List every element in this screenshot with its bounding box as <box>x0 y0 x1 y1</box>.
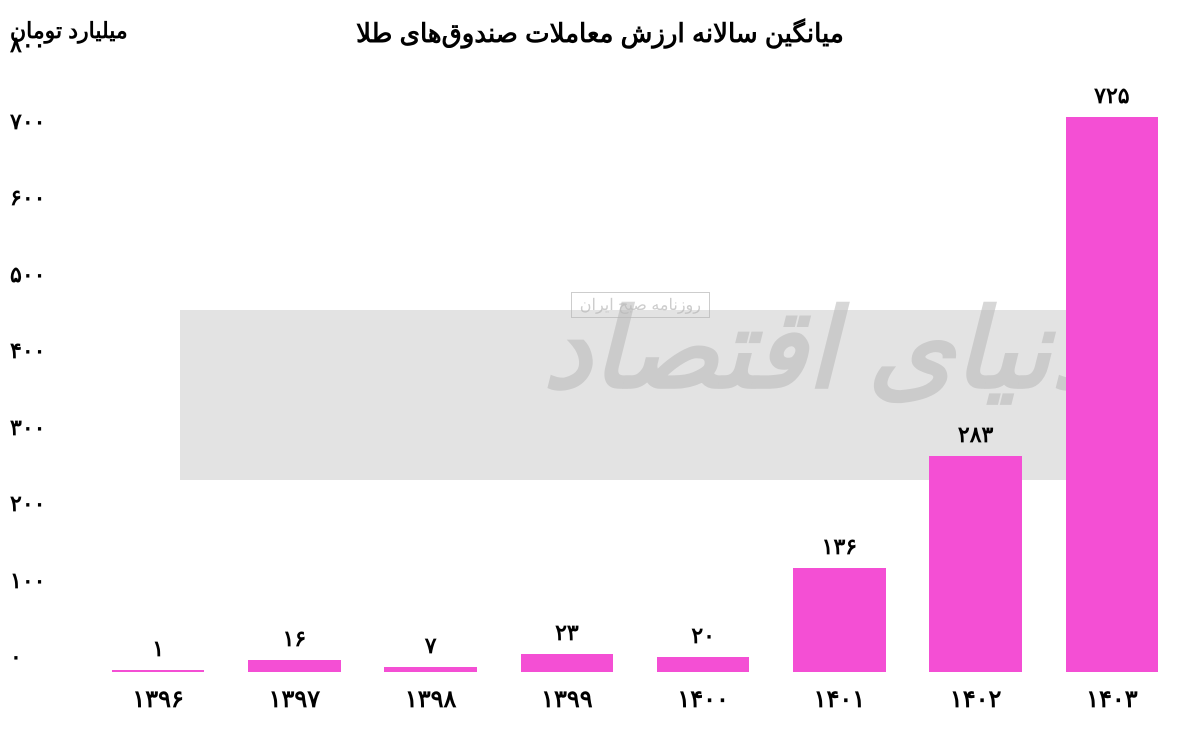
bar-group: ۱۱۳۹۶ <box>90 60 226 672</box>
bar-value-label: ۲۳ <box>555 620 579 646</box>
bar <box>657 657 750 672</box>
bar <box>248 660 341 672</box>
y-tick: ۶۰۰ <box>10 185 80 211</box>
y-tick: ۱۰۰ <box>10 568 80 594</box>
bars-container: ۱۱۳۹۶۱۶۱۳۹۷۷۱۳۹۸۲۳۱۳۹۹۲۰۱۴۰۰۱۳۶۱۴۰۱۲۸۳۱۴… <box>90 60 1180 672</box>
plot-area: دنیای اقتصاد روزنامه صبح ایران ۰۱۰۰۲۰۰۳۰… <box>90 60 1180 672</box>
y-tick: ۰ <box>10 644 80 670</box>
bar-value-label: ۱۶ <box>283 626 307 652</box>
bar-x-label: ۱۳۹۶ <box>132 685 184 714</box>
bar-x-label: ۱۳۹۸ <box>405 685 457 714</box>
bar-x-label: ۱۴۰۰ <box>677 685 729 714</box>
bar-group: ۲۸۳۱۴۰۲ <box>908 60 1044 672</box>
bar-group: ۱۶۱۳۹۷ <box>226 60 362 672</box>
chart-title: میانگین سالانه ارزش معاملات صندوق‌های طل… <box>0 18 1200 49</box>
bar-group: ۲۰۱۴۰۰ <box>635 60 771 672</box>
bar <box>793 568 886 672</box>
bar-value-label: ۱ <box>152 636 164 662</box>
y-tick: ۳۰۰ <box>10 415 80 441</box>
bar-value-label: ۷۲۵ <box>1094 83 1129 109</box>
bar <box>384 667 477 672</box>
y-tick: ۴۰۰ <box>10 338 80 364</box>
bar <box>521 654 614 672</box>
y-tick: ۸۰۰ <box>10 32 80 58</box>
y-tick: ۷۰۰ <box>10 109 80 135</box>
bar-group: ۲۳۱۳۹۹ <box>499 60 635 672</box>
bar-value-label: ۱۳۶ <box>822 534 857 560</box>
bar-value-label: ۲۰ <box>691 623 715 649</box>
bar-x-label: ۱۳۹۷ <box>269 685 321 714</box>
bar-x-label: ۱۴۰۱ <box>814 685 866 714</box>
bar <box>1066 117 1159 672</box>
bar-value-label: ۷ <box>425 633 437 659</box>
bar-x-label: ۱۴۰۳ <box>1086 685 1138 714</box>
bar-group: ۱۳۶۱۴۰۱ <box>771 60 907 672</box>
bar-group: ۷۱۳۹۸ <box>363 60 499 672</box>
bar-value-label: ۲۸۳ <box>958 422 993 448</box>
bar-x-label: ۱۴۰۲ <box>950 685 1002 714</box>
bar-x-label: ۱۳۹۹ <box>541 685 593 714</box>
y-tick: ۵۰۰ <box>10 262 80 288</box>
bar-group: ۷۲۵۱۴۰۳ <box>1044 60 1180 672</box>
bar <box>112 670 205 672</box>
y-tick: ۲۰۰ <box>10 491 80 517</box>
bar <box>929 456 1022 672</box>
